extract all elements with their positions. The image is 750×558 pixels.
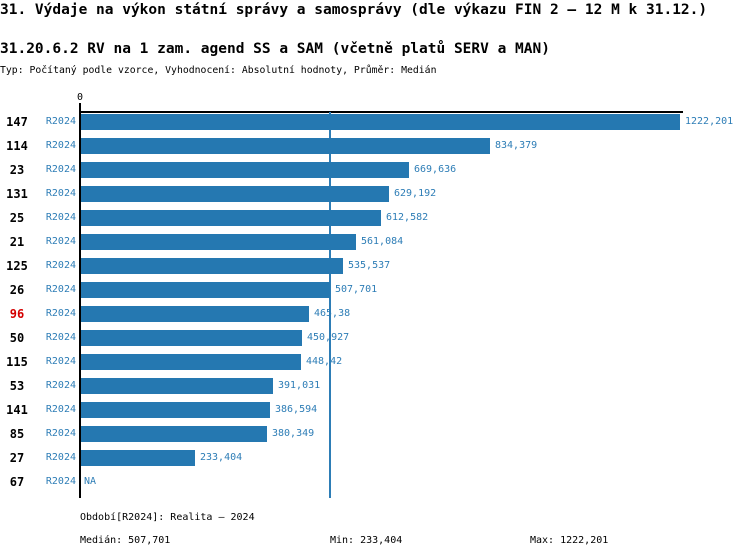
footer-period: Období[R2024]: Realita – 2024 <box>80 512 255 523</box>
value-bar <box>81 426 267 442</box>
row-category-label: 21 <box>9 235 25 249</box>
chart-row: 125 R2024 535,537 <box>0 254 750 278</box>
row-category-label: 125 <box>6 259 28 273</box>
chart-row: 23 R2024 669,636 <box>0 158 750 182</box>
row-category-label: 25 <box>9 211 25 225</box>
chart-row: 114 R2024 834,379 <box>0 134 750 158</box>
row-series-label: R2024 <box>45 332 76 343</box>
value-bar <box>81 282 330 298</box>
footer-median: Medián: 507,701 <box>80 535 171 546</box>
row-series-label: R2024 <box>45 284 76 295</box>
row-series-label: R2024 <box>45 404 76 415</box>
value-label: 561,084 <box>361 236 404 247</box>
value-bar <box>81 258 343 274</box>
value-label: 507,701 <box>335 284 378 295</box>
row-category-label: 115 <box>6 355 28 369</box>
row-series-label: R2024 <box>45 308 76 319</box>
row-category-label: 53 <box>9 379 25 393</box>
footer-min: Min: 233,404 <box>330 535 403 546</box>
x-axis-line <box>80 111 683 113</box>
chart-row: 26 R2024 507,701 <box>0 278 750 302</box>
chart-row: 96 R2024 465,38 <box>0 302 750 326</box>
row-category-label: 26 <box>9 283 25 297</box>
value-label: 386,594 <box>275 404 318 415</box>
row-category-label: 114 <box>6 139 28 153</box>
row-series-label: R2024 <box>45 212 76 223</box>
chart-row: 21 R2024 561,084 <box>0 230 750 254</box>
chart-row: 147 R2024 1222,201 <box>0 110 750 134</box>
row-series-label: R2024 <box>45 164 76 175</box>
row-series-label: R2024 <box>45 140 76 151</box>
value-bar <box>81 330 302 346</box>
chart-row: 85 R2024 380,349 <box>0 422 750 446</box>
row-series-label: R2024 <box>45 260 76 271</box>
value-bar <box>81 138 490 154</box>
page-title: 31. Výdaje na výkon státní správy a samo… <box>0 2 708 18</box>
chart-row: 53 R2024 391,031 <box>0 374 750 398</box>
chart-row: 27 R2024 233,404 <box>0 446 750 470</box>
value-bar <box>81 234 356 250</box>
row-series-label: R2024 <box>45 356 76 367</box>
y-axis-line <box>79 103 81 498</box>
value-bar <box>81 114 680 130</box>
value-label: 669,636 <box>414 164 457 175</box>
value-label: 450,927 <box>307 332 350 343</box>
value-label: 391,031 <box>278 380 321 391</box>
row-category-label: 50 <box>9 331 25 345</box>
chart-row: 131 R2024 629,192 <box>0 182 750 206</box>
value-bar <box>81 306 309 322</box>
value-bar <box>81 354 301 370</box>
chart-row: 115 R2024 448,42 <box>0 350 750 374</box>
value-label: 535,537 <box>348 260 391 271</box>
value-label: 1222,201 <box>685 116 734 127</box>
row-category-label: 141 <box>6 403 28 417</box>
value-bar <box>81 402 270 418</box>
row-series-label: R2024 <box>45 452 76 463</box>
row-series-label: R2024 <box>45 428 76 439</box>
row-category-label: 23 <box>9 163 25 177</box>
footer-max: Max: 1222,201 <box>530 535 609 546</box>
chart-meta-line: Typ: Počítaný podle vzorce, Vyhodnocení:… <box>0 65 437 76</box>
value-label: 233,404 <box>200 452 243 463</box>
row-category-label: 27 <box>9 451 25 465</box>
row-category-label: 85 <box>9 427 25 441</box>
value-label: 834,379 <box>495 140 538 151</box>
value-label: 380,349 <box>272 428 315 439</box>
chart-row: 67 R2024 NA <box>0 470 750 494</box>
row-category-label: 147 <box>6 115 28 129</box>
value-bar <box>81 210 381 226</box>
value-bar <box>81 450 195 466</box>
value-bar <box>81 378 273 394</box>
value-label: 629,192 <box>394 188 437 199</box>
chart-subtitle: 31.20.6.2 RV na 1 zam. agend SS a SAM (v… <box>0 41 550 57</box>
row-category-label: 67 <box>9 475 25 489</box>
value-label: 612,582 <box>386 212 429 223</box>
chart-row: 50 R2024 450,927 <box>0 326 750 350</box>
row-category-label: 131 <box>6 187 28 201</box>
x-axis-origin-label: 0 <box>76 92 84 103</box>
value-bar <box>81 162 409 178</box>
row-series-label: R2024 <box>45 236 76 247</box>
median-line <box>328 112 331 498</box>
row-series-label: R2024 <box>45 476 76 487</box>
value-label: 448,42 <box>306 356 343 367</box>
chart-row: 25 R2024 612,582 <box>0 206 750 230</box>
row-series-label: R2024 <box>45 116 76 127</box>
row-series-label: R2024 <box>45 380 76 391</box>
value-label: NA <box>84 476 97 487</box>
value-label: 465,38 <box>314 308 351 319</box>
row-category-label: 96 <box>9 307 25 321</box>
value-bar <box>81 186 389 202</box>
chart-row: 141 R2024 386,594 <box>0 398 750 422</box>
row-series-label: R2024 <box>45 188 76 199</box>
